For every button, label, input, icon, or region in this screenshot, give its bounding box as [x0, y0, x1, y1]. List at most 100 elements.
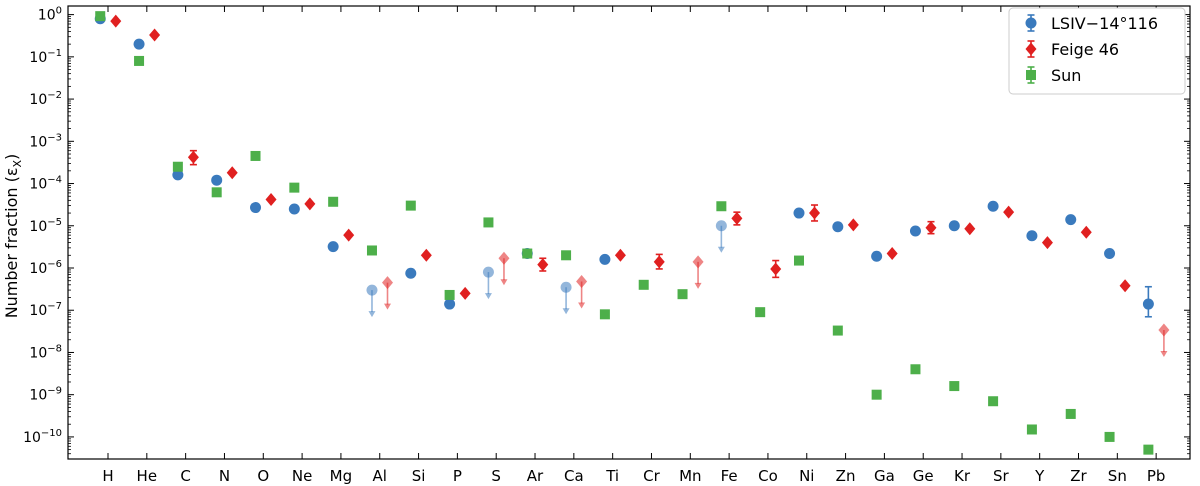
data-marks [94, 11, 1170, 455]
x-tick-label: Ti [605, 467, 619, 485]
data-point [599, 253, 611, 265]
data-point [149, 28, 161, 42]
legend-marker [1026, 70, 1036, 80]
data-point [910, 364, 921, 375]
y-tick-label: 10−1 [29, 48, 62, 66]
data-point [716, 201, 727, 212]
x-tick-label: Ne [292, 467, 312, 485]
x-tick-label: N [219, 467, 230, 485]
data-point [809, 206, 821, 220]
x-tick-label: Mn [679, 467, 701, 485]
legend: LSIV−14°116 Feige 46 Sun [1008, 7, 1186, 95]
series-lsiv-14-116 [94, 13, 1154, 318]
x-tick-label: C [180, 467, 190, 485]
data-point [832, 221, 844, 233]
x-tick-label: Kr [954, 467, 971, 485]
legend-label: Feige 46 [1051, 40, 1119, 59]
legend-label: LSIV−14°116 [1051, 14, 1158, 33]
data-point [444, 298, 456, 310]
data-point [1065, 214, 1077, 226]
data-point [614, 248, 626, 262]
data-point [133, 38, 145, 50]
x-tick-label: Ge [913, 467, 934, 485]
x-tick-label: Zn [836, 467, 856, 485]
data-point [576, 274, 588, 288]
data-point [1026, 230, 1038, 242]
data-point [793, 255, 804, 266]
data-point [755, 307, 766, 318]
x-tick-label: Fe [721, 467, 738, 485]
y-tick-label: 10−8 [29, 343, 62, 361]
x-tick-label: Co [758, 467, 778, 485]
legend-marker [1025, 17, 1037, 29]
data-point [1041, 236, 1053, 250]
data-point [987, 200, 999, 212]
x-tick-label: Ga [874, 467, 895, 485]
data-point [653, 255, 665, 269]
data-point [250, 150, 261, 161]
legend-label: Sun [1051, 66, 1081, 85]
data-point [304, 197, 316, 211]
data-point [1119, 279, 1131, 293]
x-tick-label: Mg [330, 467, 352, 485]
x-tick-label: Al [373, 467, 387, 485]
data-point [405, 200, 416, 211]
x-tick-label: Sn [1108, 467, 1127, 485]
x-tick-label: Zr [1070, 467, 1087, 485]
data-point [1104, 248, 1116, 260]
data-point [483, 217, 494, 228]
x-tick-label: Y [1034, 467, 1045, 485]
upper-limit-arrow [694, 282, 702, 289]
data-point [599, 309, 610, 320]
data-point [498, 251, 510, 265]
y-tick-label: 10−3 [29, 132, 62, 150]
data-point [871, 250, 883, 262]
x-tick-label: He [137, 467, 158, 485]
data-point [770, 262, 782, 276]
data-point [1142, 298, 1154, 310]
x-tick-label: O [257, 467, 269, 485]
upper-limit-arrow [1160, 351, 1168, 358]
legend-box [1008, 7, 1186, 95]
data-point [211, 187, 222, 198]
series-feige-46 [110, 14, 1170, 358]
upper-limit-arrow [384, 303, 392, 310]
data-point [250, 202, 262, 214]
data-point [1158, 323, 1170, 337]
data-point [560, 281, 572, 293]
data-point [382, 276, 394, 290]
data-point [832, 325, 843, 336]
data-point [731, 211, 743, 225]
data-point [964, 222, 976, 236]
data-point [537, 258, 549, 272]
data-point [482, 266, 494, 278]
y-tick-label: 10−2 [29, 90, 62, 108]
data-point [1104, 431, 1115, 442]
data-point [328, 196, 339, 207]
data-point [95, 11, 106, 22]
y-tick-label: 10−7 [29, 301, 62, 319]
data-point [677, 289, 688, 300]
y-tick-label: 10−5 [29, 217, 62, 235]
data-point [327, 241, 339, 253]
y-tick-label: 10−10 [23, 428, 62, 446]
data-point [1080, 225, 1092, 239]
upper-limit-arrow [717, 246, 725, 253]
upper-limit-arrow [484, 293, 492, 300]
data-point [1026, 424, 1037, 435]
data-point [134, 55, 145, 66]
upper-limit-arrow [562, 308, 570, 315]
data-point [561, 250, 572, 261]
x-tick-label: P [453, 467, 462, 485]
data-point [948, 220, 960, 232]
data-point [366, 284, 378, 296]
data-point [187, 150, 199, 164]
x-tick-label: Ca [564, 467, 584, 485]
data-point [793, 207, 805, 219]
data-point [988, 396, 999, 407]
y-tick-label: 100 [38, 6, 62, 24]
data-point [420, 248, 432, 262]
data-point [692, 255, 704, 269]
x-tick-label: Pb [1147, 467, 1166, 485]
